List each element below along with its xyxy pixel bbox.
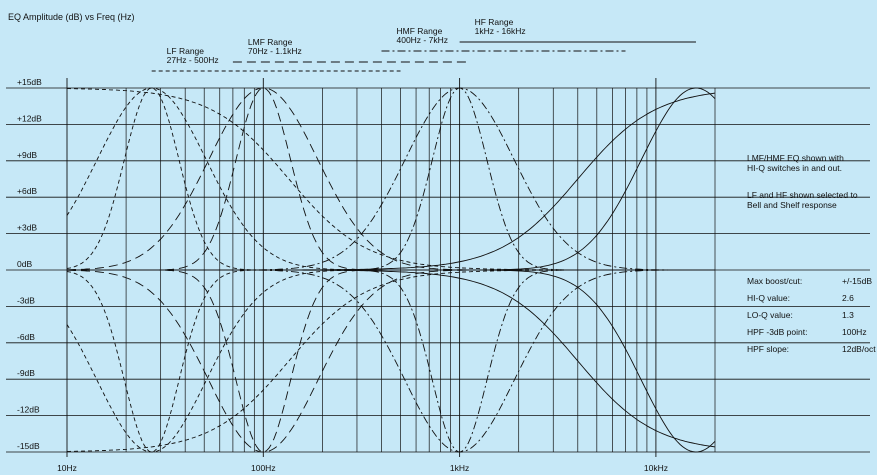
spec-row: LO-Q value: 1.3 — [747, 310, 877, 327]
spec-list: Max boost/cut: +/-15dB HI-Q value: 2.6 L… — [747, 276, 877, 361]
eq-response-curve — [66, 269, 715, 453]
y-tick-label: +6dB — [17, 186, 37, 196]
chart-title: EQ Amplitude (dB) vs Freq (Hz) — [8, 12, 135, 22]
range-label: HMF Range — [396, 26, 442, 36]
range-freq-label: 27Hz - 500Hz — [167, 55, 219, 65]
spec-value: 1.3 — [842, 310, 854, 320]
range-freq-label: 400Hz - 7kHz — [396, 35, 448, 45]
note-line: HI-Q switches in and out. — [747, 163, 842, 173]
spec-row: HPF slope: 12dB/oct — [747, 344, 877, 361]
y-tick-label: +9dB — [17, 150, 37, 160]
y-tick-label: -12dB — [17, 405, 40, 415]
note-line: Bell and Shelf response — [747, 200, 837, 210]
x-tick-label: 10kHz — [644, 463, 668, 473]
x-axis-tick-labels: 10Hz 100Hz 1kHz 10kHz — [57, 463, 668, 473]
spec-value: 100Hz — [842, 327, 867, 337]
x-tick-label: 1kHz — [450, 463, 469, 473]
spec-row: HPF -3dB point: 100Hz — [747, 327, 877, 344]
spec-label: HPF -3dB point: — [747, 327, 808, 337]
eq-response-curve — [67, 269, 715, 453]
y-tick-label: -15dB — [17, 441, 40, 451]
spec-value: 2.6 — [842, 293, 854, 303]
eq-response-curve — [67, 92, 716, 271]
eq-response-curve — [66, 87, 715, 271]
eq-response-curve — [67, 87, 716, 271]
y-tick-label: -3dB — [17, 295, 35, 305]
y-tick-label: +3dB — [17, 223, 37, 233]
range-label: HF Range — [475, 17, 514, 27]
spec-value: 12dB/oct — [842, 344, 876, 354]
y-tick-label: -9dB — [17, 368, 35, 378]
eq-response-curve — [66, 269, 715, 453]
eq-response-curve — [66, 87, 715, 271]
y-tick-label: +12dB — [17, 113, 42, 123]
note-line: LMF/HMF EQ shown with — [747, 153, 844, 163]
eq-response-curve — [67, 269, 716, 448]
spec-value: +/-15dB — [842, 276, 873, 286]
eq-response-curve — [67, 87, 715, 271]
y-tick-label: 0dB — [17, 259, 32, 269]
spec-label: Max boost/cut: — [747, 276, 803, 286]
note-line: LF and HF shown selected to — [747, 190, 858, 200]
spec-row: Max boost/cut: +/-15dB — [747, 276, 877, 293]
hi-q-note: LMF/HMF EQ shown with HI-Q switches in a… — [747, 153, 877, 173]
x-tick-label: 10Hz — [57, 463, 77, 473]
eq-response-curve — [67, 87, 715, 271]
spec-label: LO-Q value: — [747, 310, 793, 320]
y-tick-label: -6dB — [17, 332, 35, 342]
range-label: LF Range — [167, 46, 205, 56]
eq-response-curve — [67, 88, 715, 271]
eq-response-curve — [67, 87, 715, 271]
response-curves — [66, 87, 716, 453]
y-tick-label: +15dB — [17, 77, 42, 87]
spec-label: HPF slope: — [747, 344, 790, 354]
eq-response-curve — [67, 269, 715, 453]
eq-response-curve — [67, 269, 715, 452]
major-gridlines — [6, 78, 870, 457]
spec-row: HI-Q value: 2.6 — [747, 293, 877, 310]
range-freq-label: 70Hz - 1.1kHz — [248, 46, 302, 56]
spec-label: HI-Q value: — [747, 293, 790, 303]
eq-response-curve — [67, 87, 715, 271]
range-freq-label: 1kHz - 16kHz — [475, 26, 526, 36]
range-label: LMF Range — [248, 37, 293, 47]
bell-shelf-note: LF and HF shown selected to Bell and She… — [747, 190, 877, 210]
eq-response-curve — [67, 269, 715, 453]
x-tick-label: 100Hz — [251, 463, 276, 473]
eq-response-curve — [67, 269, 715, 453]
y-axis-tick-labels: +15dB +12dB +9dB +6dB +3dB 0dB -3dB -6dB -9dB -12… — [17, 77, 42, 451]
eq-response-curve — [67, 269, 716, 453]
